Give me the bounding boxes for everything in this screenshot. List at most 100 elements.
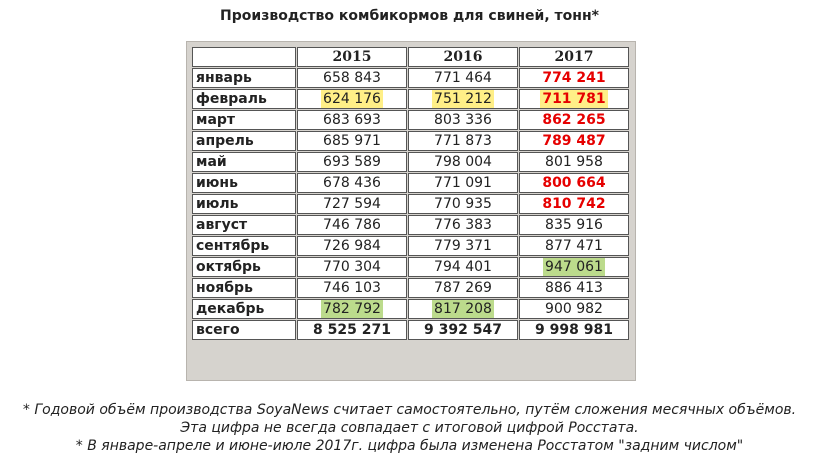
footnote-line: * Годовой объём производства SoyaNews сч… xyxy=(22,402,797,418)
table-row: октябрь 770 304 794 401 947 061 xyxy=(192,257,629,277)
table-cell: 685 971 xyxy=(297,131,407,151)
footnotes: * Годовой объём производства SoyaNews сч… xyxy=(0,401,819,455)
table-frame: 2015 2016 2017 январь 658 843 771 464 774 2… xyxy=(186,41,636,381)
table-cell: 835 916 xyxy=(519,215,629,235)
table-row: ноябрь 746 103 787 269 886 413 xyxy=(192,278,629,298)
cell-value: 770 304 xyxy=(323,259,381,275)
cell-value: 817 208 xyxy=(432,300,494,318)
row-label: февраль xyxy=(192,89,296,109)
table-corner-cell xyxy=(192,47,296,67)
cell-value: 787 269 xyxy=(434,280,492,296)
cell-value: 801 958 xyxy=(545,154,603,170)
table-cell: 789 487 xyxy=(519,131,629,151)
row-label: июнь xyxy=(192,173,296,193)
cell-value: 683 693 xyxy=(323,112,381,128)
table-cell: 817 208 xyxy=(408,299,518,319)
cell-value: 789 487 xyxy=(542,133,606,149)
table-cell: 711 781 xyxy=(519,89,629,109)
table-row: сентябрь 726 984 779 371 877 471 xyxy=(192,236,629,256)
cell-value: 727 594 xyxy=(323,196,381,212)
cell-value: 9 998 981 xyxy=(535,322,613,338)
row-label: ноябрь xyxy=(192,278,296,298)
table-cell: 624 176 xyxy=(297,89,407,109)
production-table: 2015 2016 2017 январь 658 843 771 464 774 2… xyxy=(191,46,630,341)
cell-value: 877 471 xyxy=(545,238,603,254)
table-cell: 803 336 xyxy=(408,110,518,130)
table-cell: 678 436 xyxy=(297,173,407,193)
table-cell: 9 998 981 xyxy=(519,320,629,340)
row-label: апрель xyxy=(192,131,296,151)
table-row: январь 658 843 771 464 774 241 xyxy=(192,68,629,88)
cell-value: 794 401 xyxy=(434,259,492,275)
row-label: декабрь xyxy=(192,299,296,319)
table-cell: 726 984 xyxy=(297,236,407,256)
table-row: июнь 678 436 771 091 800 664 xyxy=(192,173,629,193)
footnote-line: Эта цифра не всегда совпадает с итоговой… xyxy=(180,420,639,436)
cell-value: 774 241 xyxy=(542,70,606,86)
table-cell: 774 241 xyxy=(519,68,629,88)
cell-value: 810 742 xyxy=(542,196,606,212)
table-cell: 900 982 xyxy=(519,299,629,319)
table-header-row: 2015 2016 2017 xyxy=(192,47,629,67)
cell-value: 770 935 xyxy=(434,196,492,212)
cell-value: 771 091 xyxy=(434,175,492,191)
cell-value: 800 664 xyxy=(542,175,606,191)
table-cell: 658 843 xyxy=(297,68,407,88)
table-body: 2015 2016 2017 январь 658 843 771 464 774 2… xyxy=(192,47,629,340)
table-cell: 746 786 xyxy=(297,215,407,235)
cell-value: 798 004 xyxy=(434,154,492,170)
cell-value: 803 336 xyxy=(434,112,492,128)
table-row: июль 727 594 770 935 810 742 xyxy=(192,194,629,214)
table-cell: 771 873 xyxy=(408,131,518,151)
table-cell: 947 061 xyxy=(519,257,629,277)
table-cell: 683 693 xyxy=(297,110,407,130)
cell-value: 751 212 xyxy=(432,90,494,108)
cell-value: 711 781 xyxy=(540,90,608,108)
cell-value: 658 843 xyxy=(323,70,381,86)
row-label: всего xyxy=(192,320,296,340)
table-cell: 798 004 xyxy=(408,152,518,172)
cell-value: 771 464 xyxy=(434,70,492,86)
cell-value: 685 971 xyxy=(323,133,381,149)
cell-value: 726 984 xyxy=(323,238,381,254)
footnote-line: * В январе-апреле и июне-июле 2017г. циф… xyxy=(75,438,744,454)
cell-value: 746 786 xyxy=(323,217,381,233)
table-cell: 800 664 xyxy=(519,173,629,193)
row-label: июль xyxy=(192,194,296,214)
cell-value: 947 061 xyxy=(543,258,605,276)
row-label: сентябрь xyxy=(192,236,296,256)
row-label: август xyxy=(192,215,296,235)
cell-value: 624 176 xyxy=(321,90,383,108)
table-row: август 746 786 776 383 835 916 xyxy=(192,215,629,235)
cell-value: 693 589 xyxy=(323,154,381,170)
page-title: Производство комбикормов для свиней, тон… xyxy=(220,8,599,24)
cell-value: 771 873 xyxy=(434,133,492,149)
cell-value: 678 436 xyxy=(323,175,381,191)
table-cell: 782 792 xyxy=(297,299,407,319)
table-cell: 862 265 xyxy=(519,110,629,130)
table-cell: 794 401 xyxy=(408,257,518,277)
row-label: май xyxy=(192,152,296,172)
cell-value: 776 383 xyxy=(434,217,492,233)
cell-value: 782 792 xyxy=(321,300,383,318)
table-cell: 771 464 xyxy=(408,68,518,88)
table-cell: 746 103 xyxy=(297,278,407,298)
table-cell: 787 269 xyxy=(408,278,518,298)
table-cell: 770 304 xyxy=(297,257,407,277)
cell-value: 862 265 xyxy=(542,112,606,128)
cell-value: 9 392 547 xyxy=(424,322,502,338)
table-cell: 693 589 xyxy=(297,152,407,172)
table-cell: 801 958 xyxy=(519,152,629,172)
table-cell: 810 742 xyxy=(519,194,629,214)
cell-value: 8 525 271 xyxy=(313,322,391,338)
row-label: март xyxy=(192,110,296,130)
table-cell: 770 935 xyxy=(408,194,518,214)
cell-value: 746 103 xyxy=(323,280,381,296)
column-header-2016: 2016 xyxy=(408,47,518,67)
row-label: январь xyxy=(192,68,296,88)
table-row: декабрь 782 792 817 208 900 982 xyxy=(192,299,629,319)
table-row: апрель 685 971 771 873 789 487 xyxy=(192,131,629,151)
table-row: всего 8 525 271 9 392 547 9 998 981 xyxy=(192,320,629,340)
cell-value: 886 413 xyxy=(545,280,603,296)
cell-value: 900 982 xyxy=(545,301,603,317)
